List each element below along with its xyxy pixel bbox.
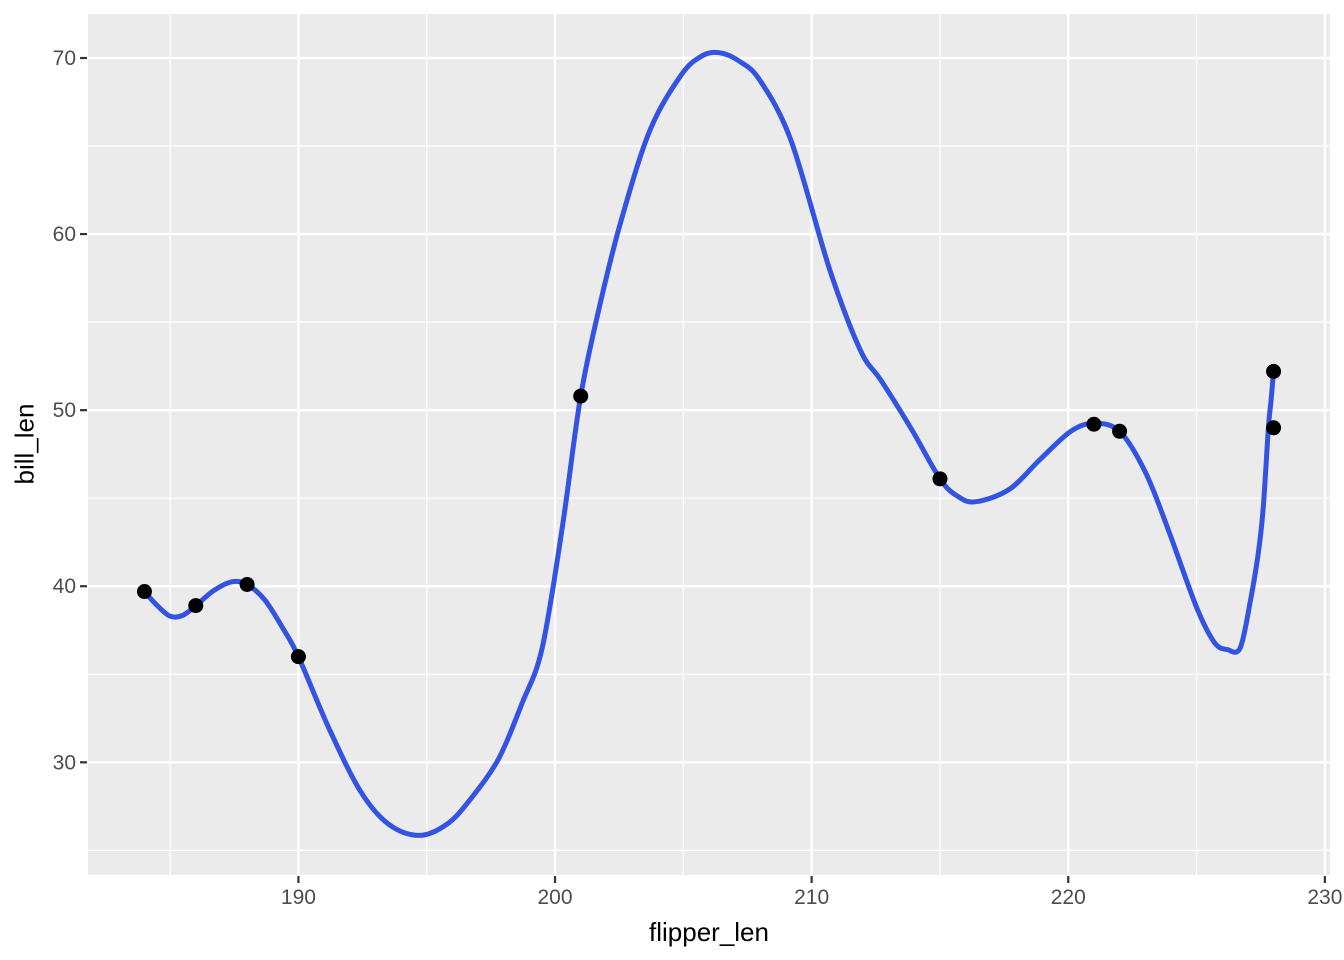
x-tick-label: 210 — [794, 886, 829, 909]
data-point — [1266, 363, 1282, 379]
y-tick-label: 30 — [53, 751, 76, 774]
data-point — [1112, 423, 1128, 439]
y-axis-title: bill_len — [9, 403, 40, 485]
y-tick-label: 70 — [53, 47, 76, 70]
data-point — [136, 584, 152, 600]
y-tick-label: 40 — [53, 575, 76, 598]
x-tick-label: 230 — [1307, 886, 1342, 909]
data-point — [290, 649, 306, 665]
plot-panel-background — [88, 14, 1330, 875]
smooth-line — [142, 49, 1276, 838]
data-point — [573, 388, 589, 404]
data-point — [188, 598, 204, 614]
data-point — [239, 576, 255, 592]
x-tick-label: 200 — [538, 886, 573, 909]
y-tick-label: 60 — [53, 223, 76, 246]
x-axis-title: flipper_len — [649, 917, 769, 947]
x-tick-label: 190 — [281, 886, 316, 909]
data-point — [1086, 416, 1102, 432]
data-point — [932, 471, 948, 487]
data-point — [1266, 420, 1282, 436]
y-tick-label: 50 — [53, 399, 76, 422]
x-tick-label: 220 — [1051, 886, 1086, 909]
